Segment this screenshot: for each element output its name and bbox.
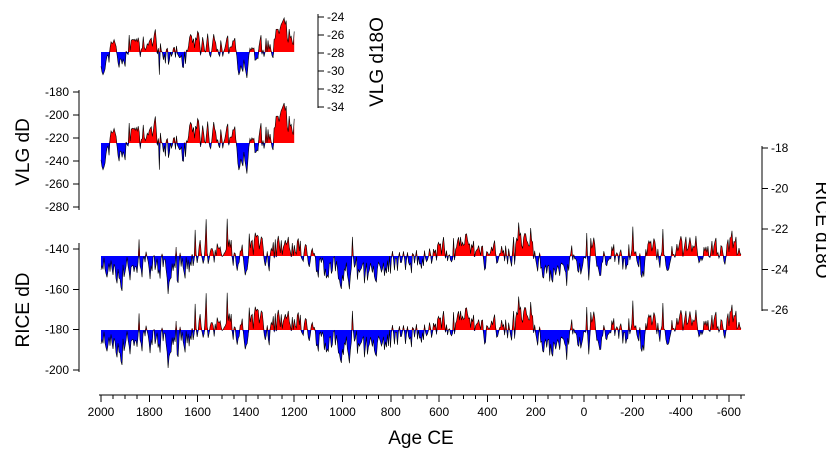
vlg_dd-tick-label: -280 — [45, 200, 69, 214]
series-vlg_dd — [100, 102, 295, 174]
vlg_d18o-line — [100, 16, 295, 79]
vlg_dd-negative-fill — [101, 143, 295, 174]
plot-area — [100, 16, 742, 369]
x-tick-label: 1600 — [184, 405, 211, 419]
vlg_d18o-tick-label: -30 — [327, 64, 345, 78]
x-tick-label: 1000 — [329, 405, 356, 419]
vlg_dd-axis-title: VLG dD — [13, 118, 34, 186]
rice_d18o-tick-label: -20 — [771, 182, 789, 196]
x-tick-label: -400 — [669, 405, 693, 419]
x-axis: 2000 1800 1600 1400 1200 1000 800 600 400 200 0 -20… — [88, 394, 745, 449]
rice_dd-tick-label: -180 — [45, 323, 69, 337]
series-rice_d18o — [100, 218, 742, 295]
vlg_dd-line — [100, 102, 295, 174]
series-rice_dd — [100, 292, 742, 369]
vlg_d18o-axis-title: VLG d18O — [367, 17, 388, 107]
vlg_dd-tick-label: -180 — [45, 85, 69, 99]
x-tick-label: 400 — [477, 405, 497, 419]
x-tick-label: 1400 — [233, 405, 260, 419]
x-axis-title: Age CE — [388, 428, 453, 449]
vlg_dd-positive-fill — [101, 103, 295, 143]
vlg_dd-tick-label: -240 — [45, 154, 69, 168]
vlg_dd-tick-label: -200 — [45, 108, 69, 122]
y-axis-rice_dd: -140 -160 -180 -200 RICE dD — [13, 242, 80, 377]
rice_dd-negative-fill — [101, 330, 741, 368]
vlg_dd-tick-label: -220 — [45, 131, 69, 145]
rice_d18o-tick-label: -26 — [771, 303, 789, 317]
x-tick-label: 200 — [526, 405, 546, 419]
rice_dd-axis-title: RICE dD — [13, 273, 34, 348]
rice_dd-tick-label: -200 — [45, 363, 69, 377]
x-tick-label: -200 — [620, 405, 644, 419]
x-tick-label: 2000 — [88, 405, 115, 419]
vlg_d18o-tick-label: -26 — [327, 28, 345, 42]
rice_d18o-line — [100, 218, 742, 295]
vlg_d18o-positive-fill — [101, 18, 295, 52]
vlg_d18o-tick-label: -28 — [327, 46, 345, 60]
vlg_d18o-tick-label: -32 — [327, 82, 345, 96]
vlg_d18o-tick-label: -34 — [327, 100, 345, 114]
rice_d18o-positive-fill — [101, 218, 741, 256]
x-tick-label: 1800 — [136, 405, 163, 419]
rice_dd-positive-fill — [101, 292, 741, 330]
rice_dd-tick-label: -140 — [45, 242, 69, 256]
rice_d18o-tick-label: -22 — [771, 222, 789, 236]
x-tick-label: 0 — [581, 405, 588, 419]
x-tick-label: 600 — [429, 405, 449, 419]
y-axis-vlg_d18o: -24 -26 -28 -30 -32 -34 VLG d18O — [317, 10, 388, 114]
vlg_d18o-tick-label: -24 — [327, 10, 345, 24]
x-tick-label: -600 — [717, 405, 741, 419]
x-tick-label: 1200 — [281, 405, 308, 419]
rice_d18o-axis-title: RICE d18O — [811, 181, 826, 278]
rice_d18o-tick-label: -18 — [771, 141, 789, 155]
rice_dd-tick-label: -160 — [45, 282, 69, 296]
rice_dd-line — [100, 292, 742, 369]
x-tick-label: 800 — [381, 405, 401, 419]
rice_d18o-tick-label: -24 — [771, 263, 789, 277]
rice_d18o-negative-fill — [101, 256, 741, 294]
vlg_d18o-negative-fill — [101, 52, 295, 78]
series-vlg_d18o — [100, 16, 295, 79]
y-axis-vlg_dd: -180 -200 -220 -240 -260 -280 VLG dD — [13, 85, 80, 214]
vlg_dd-tick-label: -260 — [45, 177, 69, 191]
y-axis-rice_d18o: -18 -20 -22 -24 -26 RICE d18O — [761, 141, 826, 317]
